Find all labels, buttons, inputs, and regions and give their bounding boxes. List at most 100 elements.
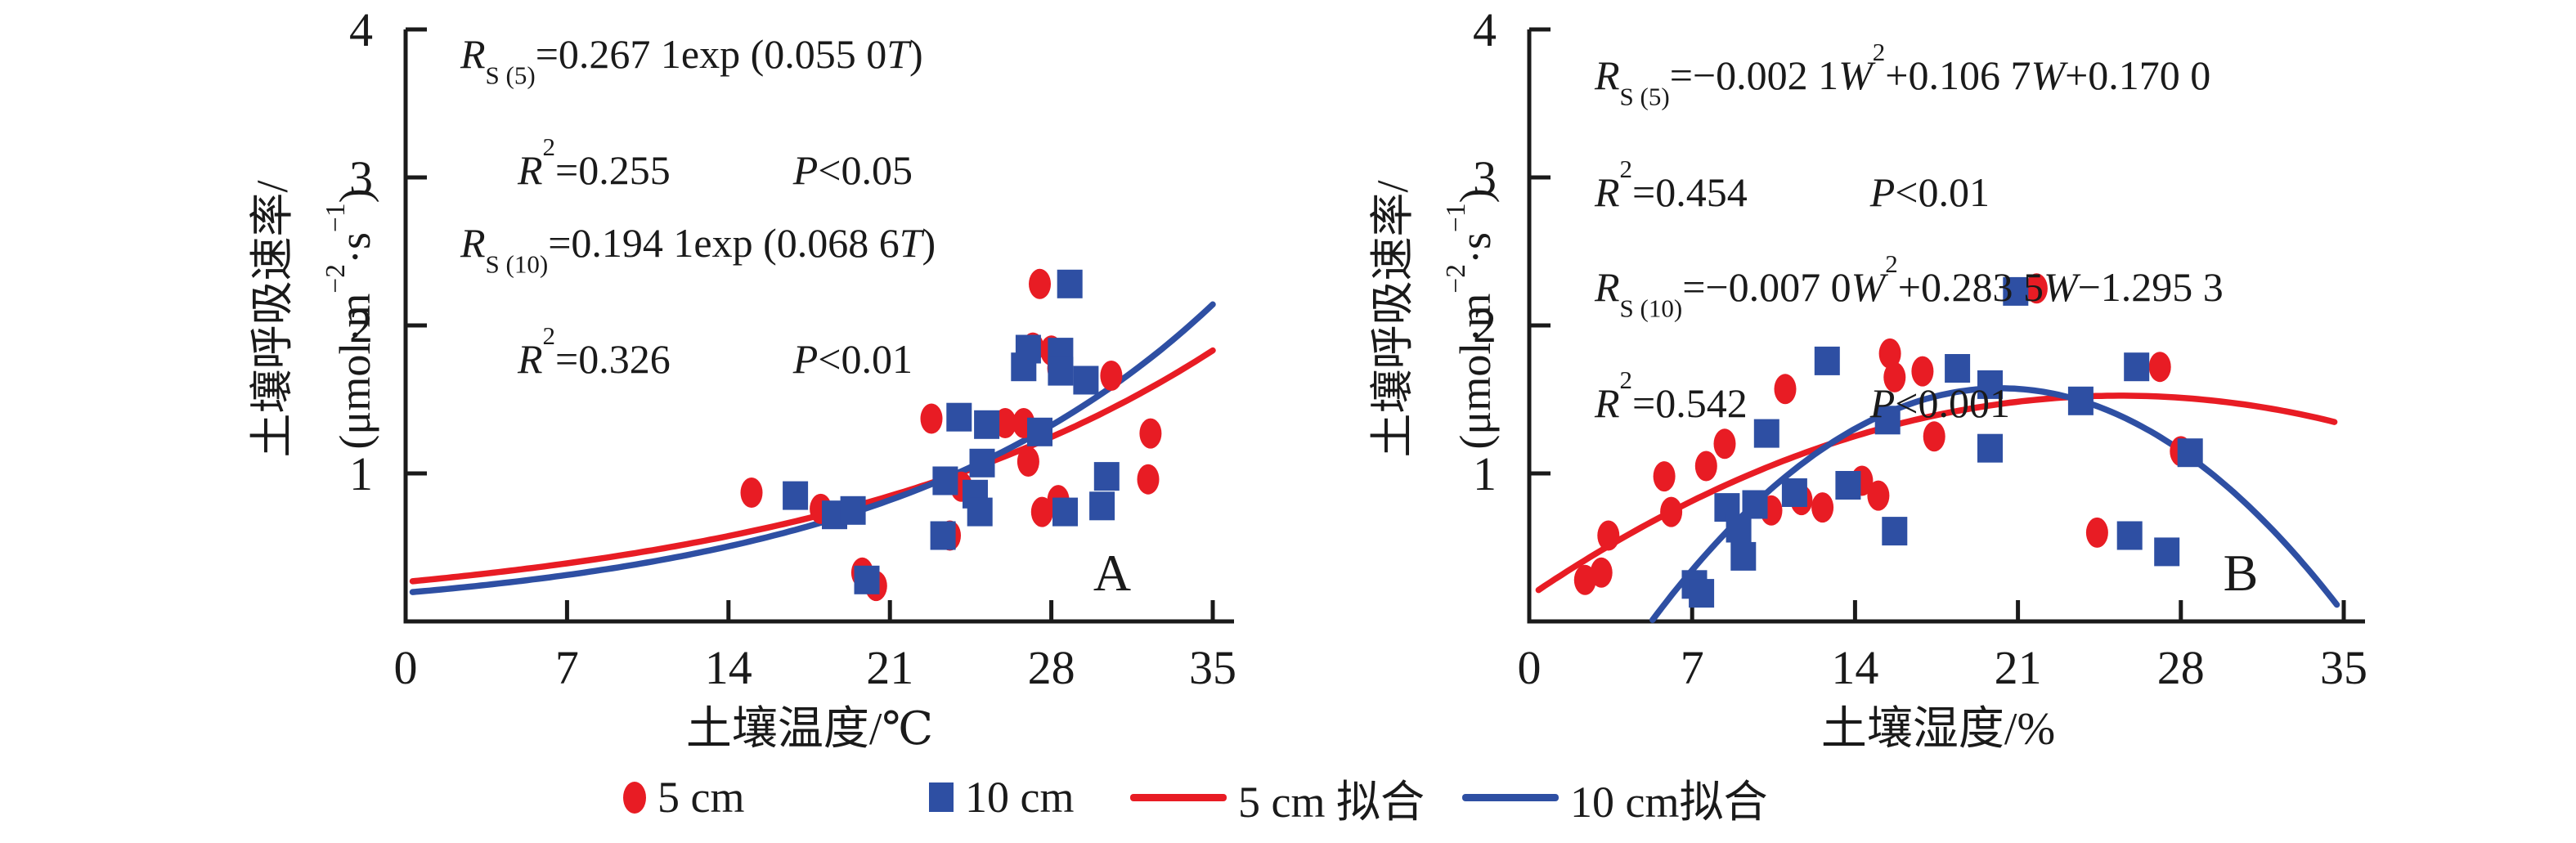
- data-point-square: [1945, 354, 1971, 383]
- data-point-square: [930, 521, 956, 550]
- data-point-circle: [1878, 338, 1901, 369]
- data-point-square: [2067, 386, 2094, 415]
- data-point-square: [967, 497, 993, 527]
- data-point-circle: [1030, 496, 1053, 527]
- blue-line-marker-icon: [1462, 793, 1559, 801]
- data-point-circle: [994, 408, 1016, 438]
- series-10-cm: [783, 269, 1120, 594]
- equation-rs10-temperature: RS (10)=0.194 1exp (0.068 6T): [460, 219, 936, 278]
- equation-rs5-stats: R2=0.454 P<0.01: [1595, 154, 1990, 215]
- legend-item-5cm-fit: 5 cm 拟合: [1130, 765, 1425, 830]
- data-point-square: [1835, 471, 1861, 500]
- y-tick-label: 4: [349, 3, 373, 56]
- data-point-square: [2124, 352, 2150, 382]
- data-point-circle: [1811, 492, 1834, 523]
- data-point-circle: [1100, 361, 1123, 391]
- panel-a-y-axis-title: 土壤呼吸速率/ (μmol·m−2·s−1): [240, 82, 379, 556]
- y-tick-label: 3: [1473, 151, 1497, 204]
- data-point-square: [946, 402, 972, 432]
- data-point-square: [1977, 370, 2003, 399]
- equation-rs10-stats: R2=0.326 P<0.01: [518, 321, 913, 383]
- y-axis-title-line1: 土壤呼吸速率/: [1368, 180, 1417, 458]
- x-tick-label: 0: [394, 641, 418, 694]
- equation-rs5-temperature: RS (5)=0.267 1exp (0.055 0T): [460, 31, 923, 90]
- data-point-circle: [1653, 461, 1676, 492]
- legend-label: 10 cm: [965, 773, 1075, 822]
- data-point-circle: [1660, 496, 1683, 527]
- panel-b-x-axis-title: 土壤湿度/%: [1820, 704, 2056, 755]
- data-point-circle: [1029, 268, 1051, 299]
- data-point-square: [1882, 517, 1908, 546]
- data-point-circle: [1911, 356, 1934, 387]
- x-tick-label: 21: [866, 641, 913, 694]
- panel-b-plot: 1 2 3 4 0 7 14 21 28 35 B: [1473, 3, 2367, 694]
- y-tick-label: 3: [349, 151, 373, 204]
- data-point-square: [974, 410, 1000, 439]
- data-point-square: [840, 495, 866, 525]
- data-point-circle: [2085, 517, 2108, 548]
- data-point-square: [2177, 438, 2203, 468]
- data-point-circle: [2025, 273, 2048, 304]
- equation-rs5-stats: R2=0.255 P<0.05: [518, 132, 913, 194]
- y-axis-title-line2: (μmol·m−2·s−1): [321, 188, 380, 450]
- equation-rs5-moisture: RS (5)=−0.002 1W2+0.106 7W+0.170 0: [1595, 38, 2211, 111]
- y-tick-label: 1: [1473, 447, 1497, 500]
- x-tick-label: 7: [1681, 641, 1704, 694]
- data-point-circle: [1597, 520, 1620, 551]
- data-point-square: [1089, 491, 1115, 521]
- data-point-square: [1073, 365, 1099, 395]
- y-axis-title-line1: 土壤呼吸速率/: [248, 180, 297, 458]
- panel-b-y-axis-title: 土壤呼吸速率/ (μmol·m−2·s−1): [1361, 82, 1500, 556]
- x-tick-label: 7: [555, 641, 579, 694]
- data-point-circle: [1867, 480, 1890, 511]
- data-point-square: [1048, 356, 1074, 386]
- data-point-circle: [1713, 428, 1736, 460]
- data-point-circle: [920, 403, 943, 434]
- data-point-circle: [1590, 557, 1613, 588]
- data-point-square: [2003, 276, 2029, 306]
- x-tick-label: 28: [1028, 641, 1075, 694]
- x-tick-label: 14: [1831, 641, 1878, 694]
- panel-a-x-axis-title: 土壤温度/℃: [685, 704, 934, 755]
- data-point-circle: [1774, 374, 1797, 405]
- panel-a-plot: 1 2 3 4 0 7 14 21 28 35 A: [349, 3, 1236, 694]
- blue-fit-curve: [409, 301, 1216, 595]
- data-point-square: [932, 466, 958, 495]
- x-tick-label: 28: [2157, 641, 2205, 694]
- red-circle-marker-icon: [623, 781, 646, 814]
- x-tick-label: 35: [1189, 641, 1236, 694]
- data-point-square: [1093, 462, 1120, 491]
- data-point-square: [1742, 490, 1768, 519]
- y-tick-label: 2: [1473, 299, 1497, 352]
- legend-item-5cm: 5 cm: [623, 765, 744, 830]
- blue-square-marker-icon: [929, 782, 954, 812]
- data-point-square: [1730, 541, 1757, 571]
- x-tick-label: 14: [705, 641, 752, 694]
- data-point-square: [854, 565, 880, 594]
- x-tick-label: 0: [1518, 641, 1542, 694]
- data-point-square: [1874, 406, 1901, 435]
- data-point-circle: [1016, 446, 1039, 477]
- legend-item-10cm: 10 cm: [929, 765, 1074, 830]
- panel-letter: A: [1093, 544, 1131, 602]
- panel-letter: B: [2224, 544, 2259, 602]
- y-axis-title-line2: (μmol·m−2·s−1): [1441, 188, 1501, 450]
- data-point-circle: [1923, 421, 1945, 452]
- y-tick-label: 2: [349, 299, 373, 352]
- data-point-square: [1781, 478, 1807, 507]
- data-point-circle: [1694, 451, 1717, 482]
- data-point-square: [1052, 497, 1078, 527]
- data-point-circle: [1139, 418, 1162, 449]
- series-10-cm: [1681, 276, 2203, 608]
- red-line-marker-icon: [1130, 793, 1227, 801]
- y-tick-label: 4: [1473, 3, 1497, 56]
- panel-a-equations: RS (5)=0.267 1exp (0.055 0T) R2=0.255 P<0…: [460, 18, 936, 395]
- data-point-square: [2116, 521, 2143, 550]
- y-tick-label: 1: [349, 447, 373, 500]
- legend: 5 cm 10 cm 5 cm 拟合 10 cm拟合: [0, 765, 2576, 830]
- data-point-circle: [1137, 464, 1160, 495]
- data-point-square: [1689, 579, 1715, 608]
- data-point-square: [1753, 419, 1779, 448]
